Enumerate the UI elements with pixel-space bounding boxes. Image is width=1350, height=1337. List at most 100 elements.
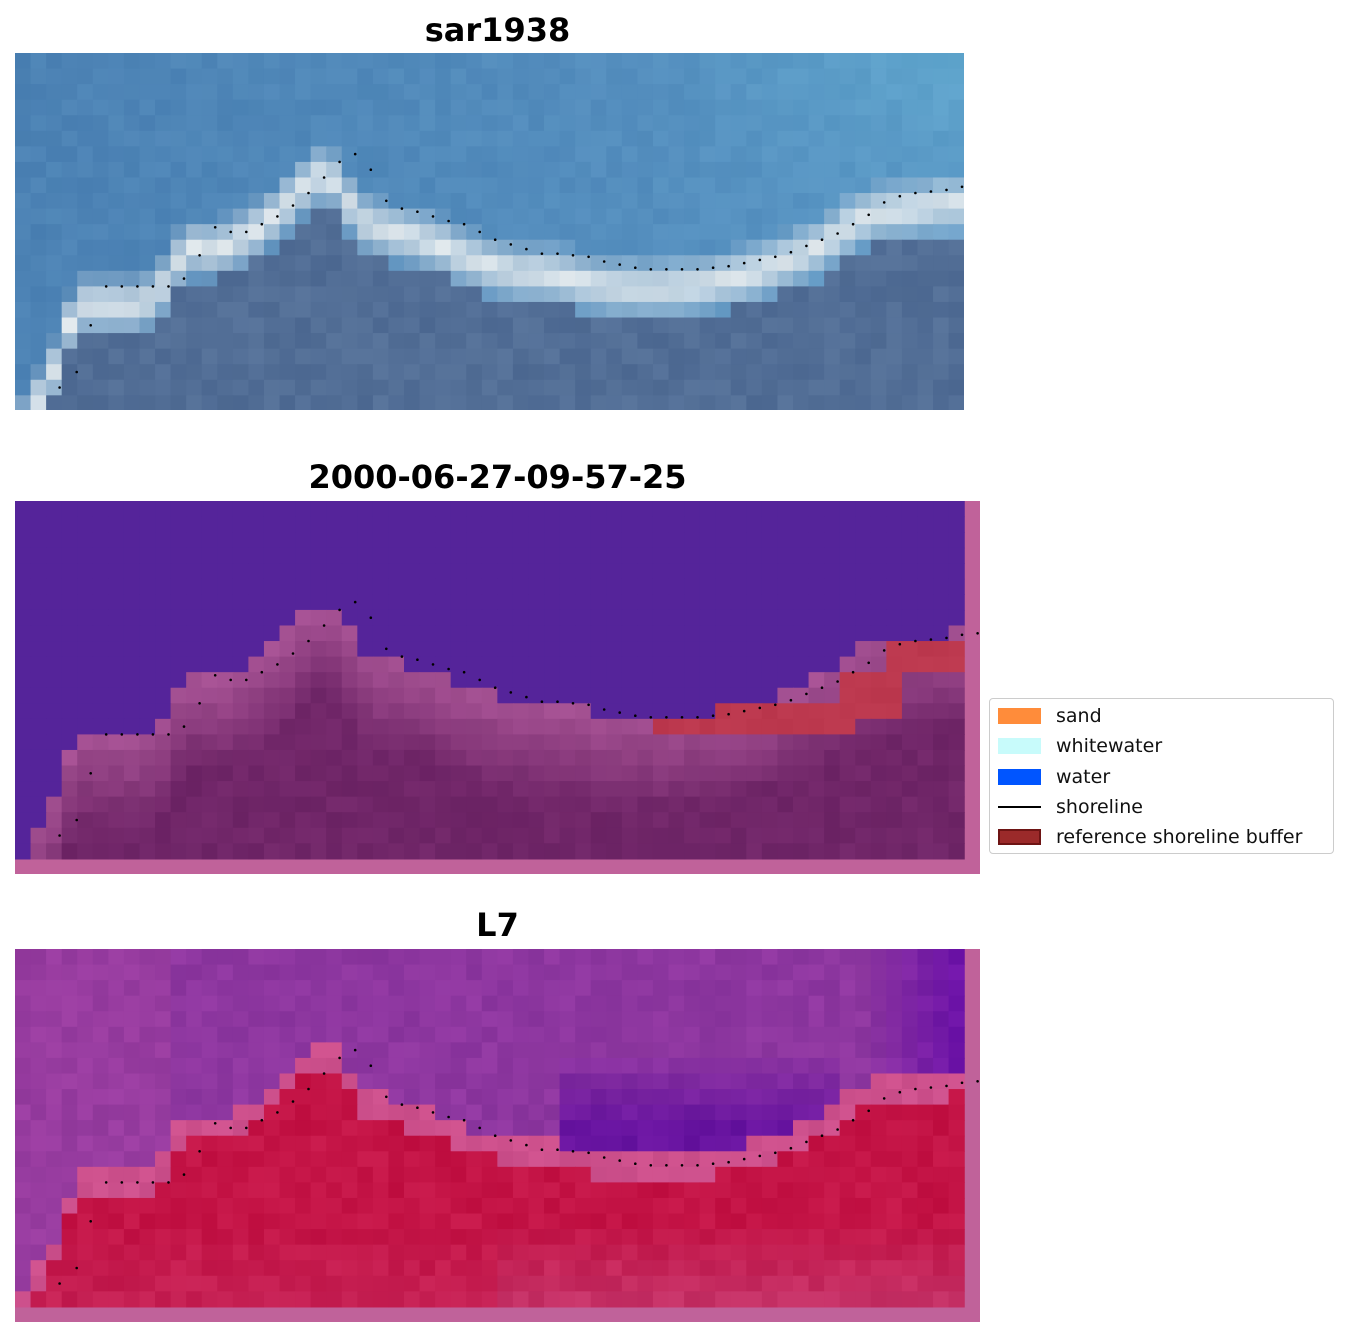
pixel-cell [326,796,343,813]
pixel-cell [61,333,78,350]
pixel-cell [92,1197,109,1215]
pixel-cell [155,286,172,303]
pixel-cell [186,1244,203,1261]
pixel-cell [186,379,203,396]
pixel-cell [279,995,296,1012]
pixel-cell [793,1229,810,1246]
pixel-cell [777,239,794,256]
pixel-cell [279,843,296,860]
pixel-cell [621,1244,638,1261]
pixel-cell [606,1182,623,1199]
pixel-cell [699,718,716,735]
pixel-cell [108,333,125,350]
pixel-cell [886,286,903,303]
pixel-cell [108,547,125,564]
pixel-cell [372,1089,390,1106]
pixel-cell [435,796,452,813]
pixel-cell [730,286,747,303]
pixel-cell [186,949,203,966]
pixel-cell [419,1213,436,1230]
pixel-cell [186,301,203,319]
pixel-cell [404,1244,421,1261]
pixel-cell [61,1135,78,1152]
pixel-cell [419,964,436,981]
pixel-cell [388,964,405,981]
pixel-cell [450,964,467,981]
pixel-cell [155,501,172,518]
pixel-cell [668,379,685,396]
pixel-cell [279,301,296,319]
pixel-cell [575,286,592,303]
pixel-cell [139,578,156,595]
pixel-cell [808,1182,825,1199]
pixel-cell [777,594,794,611]
pixel-cell [544,1260,561,1277]
pixel-cell [279,1229,296,1246]
pixel-cell [715,301,732,319]
pixel-cell [933,827,950,844]
pixel-cell [77,1089,94,1106]
pixel-cell [481,1275,498,1292]
pixel-cell [684,1182,701,1199]
pixel-cell [466,718,483,735]
pixel-cell [46,239,63,256]
pixel-cell [30,317,47,334]
pixel-cell [15,516,32,533]
pixel-cell [761,395,779,410]
pixel-cell [901,84,919,101]
pixel-cell [30,964,47,981]
shoreline-point [587,703,590,707]
pixel-cell [404,239,421,256]
pixel-cell [466,1026,483,1043]
pixel-cell [326,781,343,798]
pixel-cell [217,687,234,704]
pixel-cell [777,1260,794,1277]
pixel-cell [761,1089,779,1106]
pixel-cell [46,1104,63,1121]
pixel-cell [855,1229,872,1246]
pixel-cell [341,317,358,334]
pixel-cell [30,703,47,720]
pixel-cell [652,625,670,642]
pixel-cell [357,379,374,396]
pixel-cell [61,563,78,580]
pixel-cell [824,270,841,287]
pixel-cell [155,812,172,829]
pixel-cell [248,177,265,194]
pixel-cell [310,53,327,70]
shoreline-point [447,1115,450,1119]
pixel-cell [201,501,218,518]
pixel-cell [606,84,623,101]
pixel-cell [948,99,964,116]
pixel-cell [637,1011,654,1028]
pixel-cell [46,749,63,767]
pixel-cell [715,765,732,782]
pixel-cell [279,703,296,720]
pixel-cell [450,1120,467,1137]
pixel-cell [621,395,638,410]
pixel-cell [357,949,374,966]
pixel-cell [948,703,965,720]
pixel-cell [512,594,530,611]
pixel-cell [77,765,94,782]
pixel-cell [15,1291,32,1308]
pixel-cell [61,1260,78,1277]
pixel-cell [155,317,172,334]
pixel-cell [606,1104,623,1121]
pixel-cell [248,734,265,751]
pixel-cell [699,348,716,365]
pixel-cell [684,348,701,365]
shoreline-point [960,1081,964,1085]
pixel-cell [30,812,47,829]
pixel-cell [948,563,965,580]
pixel-cell [621,379,638,396]
shoreline-point [136,285,139,288]
pixel-cell [746,146,763,163]
pixel-cell [295,749,312,767]
pixel-cell [746,395,763,410]
pixel-cell [886,99,903,116]
pixel-cell [621,765,638,782]
pixel-cell [77,1151,94,1168]
pixel-cell [61,1089,78,1106]
pixel-cell [668,53,685,70]
